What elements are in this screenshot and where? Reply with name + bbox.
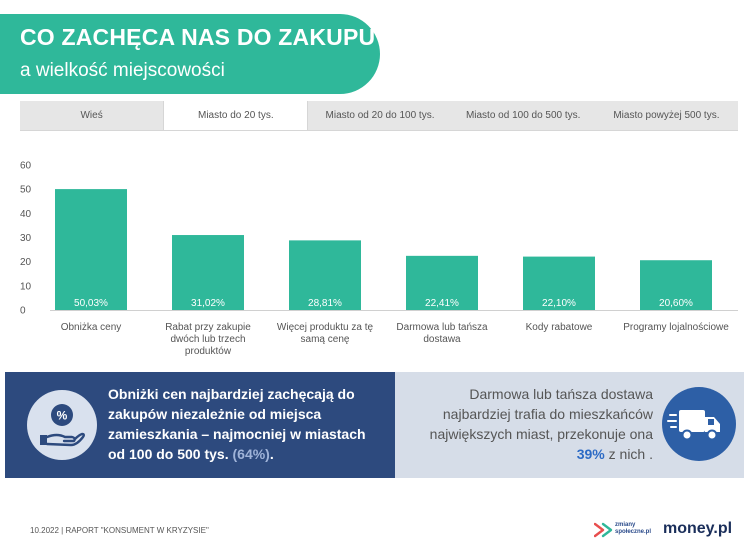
bar-chart: 0 10 20 30 40 50 60 50,03% 31,02% 28,81% 22,41% 22,… <box>20 161 738 317</box>
zmiany-logo-icon <box>593 522 613 538</box>
bar <box>640 260 712 310</box>
logo-money[interactable]: money.pl <box>663 520 733 537</box>
insight-left-highlight: (64%) <box>232 446 270 462</box>
category-label: Obniżka ceny <box>60 322 122 333</box>
y-tick-label: 50 <box>20 185 32 196</box>
page-title: CO ZACHĘCA NAS DO ZAKUPU <box>20 24 376 50</box>
insight-text-left: Obniżki cen najbardziej zachęcają do zak… <box>108 384 383 464</box>
footer-text: 10.2022 | RAPORT "KONSUMENT W KRYZYSIE" <box>30 526 209 535</box>
bar-value-label: 28,81% <box>308 298 342 309</box>
icon-circle-left: % <box>27 390 97 460</box>
bar <box>172 235 244 310</box>
bar-value-label: 50,03% <box>74 298 108 309</box>
y-tick-label: 0 <box>20 306 26 317</box>
tab-miasto-20-100[interactable]: Miasto od 20 do 100 tys. <box>325 110 435 121</box>
zmiany-logo-line2: społeczne.pl <box>615 529 652 535</box>
insight-right-highlight: 39% <box>576 446 605 462</box>
logo-zmiany-spoleczne[interactable]: zmiany społeczne.pl <box>593 521 654 539</box>
icon-circle-right <box>662 387 736 461</box>
insight-left-end: . <box>269 446 274 462</box>
insight-panel-left: % Obniżki cen najbardziej zachęcają do z… <box>5 372 395 478</box>
insight-right-end: z nich . <box>608 446 653 462</box>
bar-value-label: 22,10% <box>542 298 576 309</box>
y-tick-label: 10 <box>20 281 32 292</box>
bar-value-label: 22,41% <box>425 298 459 309</box>
y-tick-label: 60 <box>20 161 32 172</box>
category-label: Kody rabatowe <box>525 322 593 333</box>
delivery-truck-icon <box>667 410 720 441</box>
hand-percent-icon: % <box>40 404 85 447</box>
category-label: Rabat przy zakupie dwóch lub trzech prod… <box>165 322 251 357</box>
bar <box>523 256 595 310</box>
title-banner: CO ZACHĘCA NAS DO ZAKUPU a wielkość miej… <box>0 14 380 94</box>
y-tick-label: 20 <box>20 257 32 268</box>
page-subtitle: a wielkość miejscowości <box>20 60 225 81</box>
y-tick-label: 30 <box>20 233 32 244</box>
insight-panel-right: Darmowa lub tańsza dostawa najbardziej t… <box>395 372 744 478</box>
insight-left-body: Obniżki cen najbardziej zachęcają do zak… <box>108 386 366 462</box>
category-label: Darmowa lub tańsza dostawa <box>396 322 488 345</box>
zmiany-logo-line1: zmiany <box>615 522 636 528</box>
category-label: Programy lojalnościowe <box>623 322 729 333</box>
insight-right-body: Darmowa lub tańsza dostawa najbardziej t… <box>429 386 653 442</box>
tab-miasto-powyzej-500[interactable]: Miasto powyżej 500 tys. <box>613 110 720 121</box>
tab-wies[interactable]: Wieś <box>80 110 103 121</box>
insight-text-right: Darmowa lub tańsza dostawa najbardziej t… <box>405 384 653 464</box>
y-tick-label: 40 <box>20 209 32 220</box>
tab-miasto-100-500[interactable]: Miasto od 100 do 500 tys. <box>465 110 581 121</box>
bar-value-label: 20,60% <box>659 298 693 309</box>
tab-bar: Wieś Miasto do 20 tys. Miasto od 20 do 1… <box>20 101 738 131</box>
svg-text:%: % <box>57 409 68 423</box>
bar <box>406 255 478 310</box>
bar-value-label: 31,02% <box>191 298 225 309</box>
bar <box>55 189 127 310</box>
bar <box>289 240 361 310</box>
tab-miasto-do-20[interactable]: Miasto do 20 tys. <box>163 101 309 130</box>
category-label: Więcej produktu za tę samą cenę <box>276 322 374 345</box>
